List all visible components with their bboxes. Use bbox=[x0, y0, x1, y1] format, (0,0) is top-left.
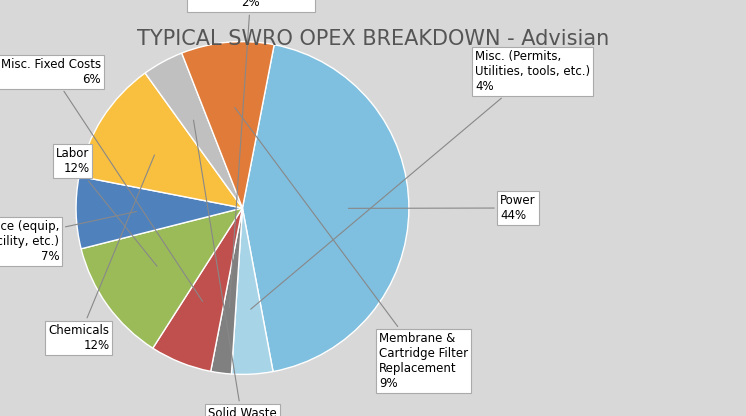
Text: Chemicals
12%: Chemicals 12% bbox=[48, 155, 154, 352]
Text: Equipment Warranty
2%: Equipment Warranty 2% bbox=[189, 0, 312, 307]
Wedge shape bbox=[153, 208, 242, 371]
Wedge shape bbox=[231, 208, 273, 374]
Text: Labor
12%: Labor 12% bbox=[56, 147, 157, 266]
Wedge shape bbox=[76, 176, 242, 249]
Wedge shape bbox=[145, 53, 242, 208]
Text: Misc. (Permits,
Utilities, tools, etc.)
4%: Misc. (Permits, Utilities, tools, etc.) … bbox=[251, 50, 591, 309]
Text: Solid Waste
4%: Solid Waste 4% bbox=[193, 120, 277, 416]
Wedge shape bbox=[242, 45, 409, 371]
Wedge shape bbox=[79, 73, 242, 208]
Text: Power
44%: Power 44% bbox=[348, 194, 536, 222]
Wedge shape bbox=[81, 208, 242, 348]
Text: Misc. Fixed Costs
6%: Misc. Fixed Costs 6% bbox=[1, 57, 203, 302]
Wedge shape bbox=[182, 42, 275, 208]
Text: TYPICAL SWRO OPEX BREAKDOWN - Advisian: TYPICAL SWRO OPEX BREAKDOWN - Advisian bbox=[137, 29, 609, 49]
Text: Membrane &
Cartridge Filter
Replacement
9%: Membrane & Cartridge Filter Replacement … bbox=[235, 107, 468, 390]
Text: Maintenance (equip,
pipe, facility, etc.)
7%: Maintenance (equip, pipe, facility, etc.… bbox=[0, 211, 137, 263]
Wedge shape bbox=[210, 208, 242, 374]
